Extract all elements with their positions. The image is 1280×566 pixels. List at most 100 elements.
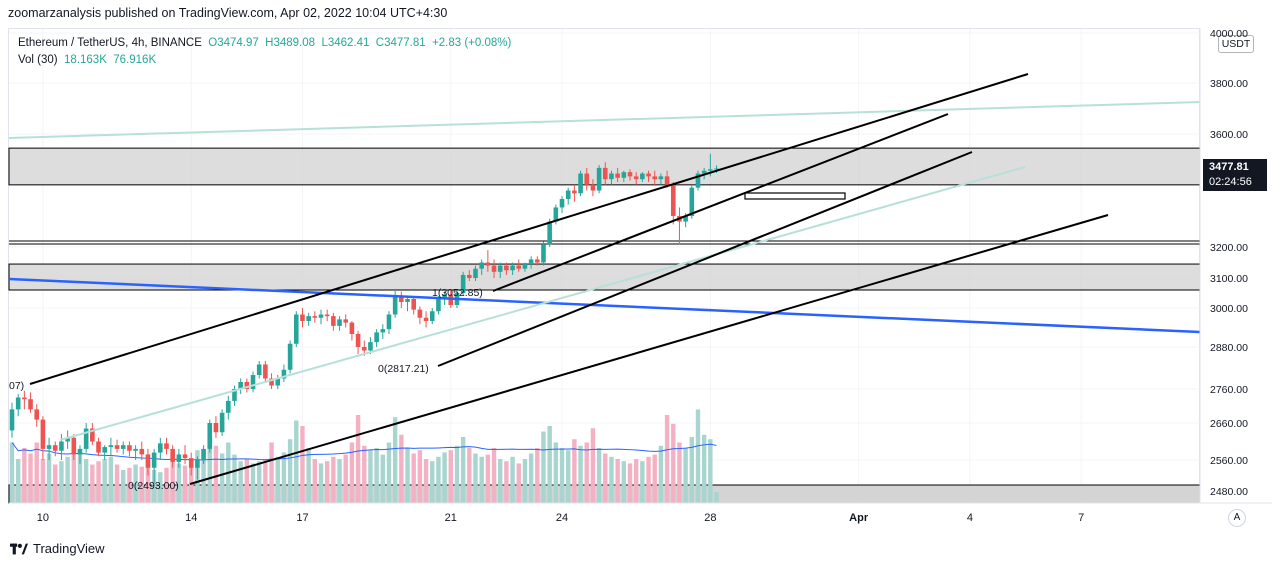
volume-bar xyxy=(442,452,447,503)
publish-line: zoomarzanalysis published on TradingView… xyxy=(8,6,448,20)
candle-body xyxy=(151,452,157,468)
volume-bar xyxy=(553,442,559,503)
fib-line-lower xyxy=(59,166,1026,441)
fib-line-upper xyxy=(8,101,1201,139)
volume-bar xyxy=(547,426,552,503)
volume-bar xyxy=(176,463,182,503)
candle-body xyxy=(386,314,392,330)
candle-body xyxy=(615,173,620,178)
candle-body xyxy=(436,299,441,312)
candle-body xyxy=(318,314,324,318)
volume-bar xyxy=(708,439,713,503)
candle-body xyxy=(281,369,287,379)
candle-body xyxy=(102,447,107,453)
candle-body xyxy=(83,428,89,449)
candle-body xyxy=(578,173,583,194)
volume-bar xyxy=(658,445,664,503)
candle-body xyxy=(497,265,503,272)
volume-bar xyxy=(516,463,521,503)
candle-body xyxy=(250,375,256,389)
channel-upper-line xyxy=(29,73,1029,385)
currency-button[interactable]: USDT xyxy=(1218,35,1254,53)
volume-bar xyxy=(362,445,367,503)
volume-bar xyxy=(541,431,546,503)
tradingview-brand[interactable]: TradingView xyxy=(10,541,105,556)
volume-bar xyxy=(263,459,268,503)
channel-lower-line xyxy=(189,214,1109,485)
candle-body xyxy=(602,167,608,180)
candle-body xyxy=(133,448,138,451)
legend-line-1: Ethereum / TetherUS, 4h, BINANCE O3474.9… xyxy=(18,35,511,52)
volume-bar xyxy=(151,470,157,503)
volume-bar xyxy=(467,448,472,503)
volume-bar xyxy=(164,467,169,503)
fib-annotation: 1(3052.85) xyxy=(432,287,483,299)
volume-bar xyxy=(77,453,83,503)
candle-body xyxy=(22,397,27,400)
candle-body xyxy=(219,412,225,433)
price-tick-label: 4000.00 xyxy=(1210,28,1248,40)
volume-bar xyxy=(59,461,64,503)
auto-scale-button[interactable]: A xyxy=(1228,509,1246,527)
volume-bar xyxy=(609,456,614,503)
volume-bar xyxy=(349,442,355,503)
volume-bar xyxy=(189,459,194,503)
candle-body xyxy=(46,445,52,449)
candle-body xyxy=(689,187,695,216)
candle-body xyxy=(528,259,534,265)
open-value: O3474.97 xyxy=(208,37,259,49)
candle-body xyxy=(695,173,701,188)
volume-bar xyxy=(306,448,311,503)
inner-channel-lower xyxy=(437,151,973,367)
candle-body xyxy=(479,262,484,269)
volume-bar xyxy=(423,459,429,503)
candle-body xyxy=(621,172,627,178)
high-value: H3489.08 xyxy=(265,37,316,49)
volume-bar xyxy=(430,461,435,503)
volume-label[interactable]: Vol (30) xyxy=(18,54,58,66)
candle-body xyxy=(207,423,213,449)
volume-bar xyxy=(399,434,404,503)
volume-bar xyxy=(374,448,379,503)
volume-bar xyxy=(714,492,719,503)
price-tick-label: 2760.00 xyxy=(1210,384,1248,396)
candle-body xyxy=(565,190,571,199)
candle-body xyxy=(263,364,268,379)
candle-body xyxy=(442,294,447,299)
volume-bar xyxy=(34,442,39,503)
candle-body xyxy=(182,454,188,459)
candle-body xyxy=(269,378,274,386)
candle-body xyxy=(399,296,404,302)
candle-body xyxy=(485,262,491,266)
fib-annotation: 0(2817.21) xyxy=(378,363,429,375)
candle-body xyxy=(158,443,163,453)
brand-name: TradingView xyxy=(33,541,105,556)
candle-body xyxy=(652,176,658,180)
fib-annotation: 07) xyxy=(9,380,24,392)
candle-body xyxy=(640,173,645,180)
candle-body xyxy=(572,190,577,194)
volume-bar xyxy=(121,470,126,503)
candle-body xyxy=(244,382,250,389)
volume-bar xyxy=(460,437,466,503)
candle-body xyxy=(701,170,707,174)
candle-body xyxy=(164,443,169,449)
volume-bar xyxy=(182,465,188,503)
candle-body xyxy=(553,207,559,222)
volume-bar xyxy=(207,434,212,503)
candle-body xyxy=(120,445,126,449)
candle-body xyxy=(77,448,83,455)
volume-bar xyxy=(436,456,441,503)
candle-body xyxy=(28,399,33,410)
candle-body xyxy=(541,244,546,263)
candle-body xyxy=(633,176,639,180)
volume-bar xyxy=(689,437,694,503)
volume-bar xyxy=(652,454,657,503)
symbol-label[interactable]: Ethereum / TetherUS, 4h, BINANCE xyxy=(18,37,202,49)
volume-bar xyxy=(257,461,262,503)
volume-ma-value: 76.916K xyxy=(113,54,157,66)
candle-body xyxy=(52,445,58,451)
volume-bar xyxy=(133,464,138,503)
volume-bar xyxy=(108,456,114,503)
